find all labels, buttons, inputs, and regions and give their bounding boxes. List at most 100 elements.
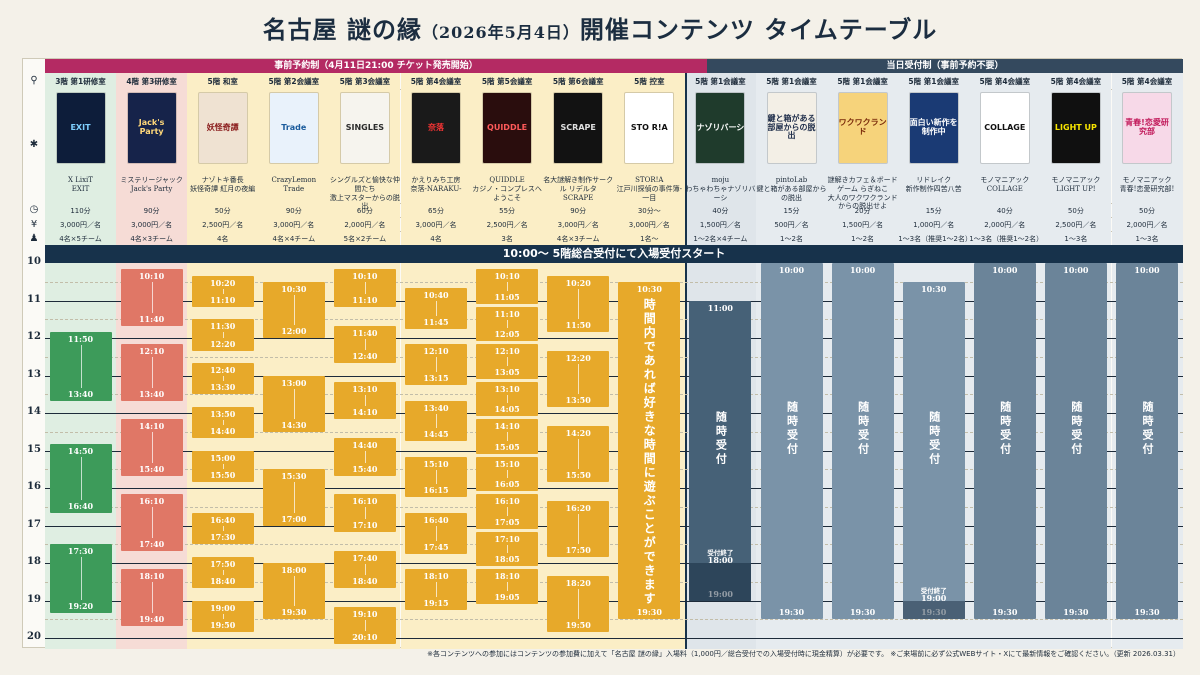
poster-image[interactable]: STO R!A [625, 93, 674, 163]
time-slot[interactable]: 14:50 16:40 [49, 444, 112, 513]
poster-image[interactable]: ナゾリバーシ [696, 93, 745, 163]
time-slot[interactable]: 11:30 12:20 [191, 319, 254, 351]
slot-end-time: 16:05 [494, 479, 520, 490]
content-name: 鍵と箱がある部屋からの脱出 [756, 184, 827, 202]
slot-end-time: 14:10 [352, 407, 378, 418]
time-slot[interactable]: 16:10 17:05 [476, 494, 539, 529]
time-slot[interactable]: 16:10 17:10 [333, 494, 396, 532]
time-slot[interactable]: 10:10 11:10 [333, 269, 396, 307]
walkin-slot[interactable]: 10:30 随時受付 19:30 受付終了 19:00 [902, 281, 965, 620]
time-slot[interactable]: 19:00 19:50 [191, 600, 254, 632]
close-label: 受付終了 [920, 586, 947, 595]
time-slot[interactable]: 16:40 17:45 [405, 513, 467, 554]
slot-end-time: 19:20 [67, 601, 94, 611]
poster-image[interactable]: COLLAGE [980, 93, 1029, 163]
time-slot[interactable]: 10:20 11:50 [547, 275, 610, 332]
time-slot[interactable]: 13:10 14:05 [476, 381, 539, 417]
time-slot[interactable]: 11:40 12:40 [333, 325, 396, 363]
room-label: 5階 第4会議室 [1050, 77, 1102, 86]
time-slot[interactable]: 16:40 17:30 [191, 513, 254, 545]
time-slot[interactable]: 12:20 13:50 [547, 350, 610, 407]
time-slot[interactable]: 15:00 15:50 [191, 450, 254, 482]
time-slot[interactable]: 12:10 13:15 [405, 344, 467, 385]
time-slot[interactable]: 10:10 11:40 [120, 269, 183, 326]
free-play-slot[interactable]: 10:30 時間内であれば好きな時間に遊ぶことができます 19:30 [618, 281, 681, 620]
walkin-slot[interactable]: 10:00 随時受付 19:30 [973, 263, 1036, 620]
content-organizer: pintoLab [775, 176, 808, 184]
slot-end-time: 13:30 [210, 382, 236, 393]
poster-image[interactable]: 面白い新作を制作中 [909, 93, 958, 163]
walkin-slot[interactable]: 10:00 随時受付 19:30 [760, 263, 823, 620]
time-slot[interactable]: 14:20 15:50 [547, 425, 610, 482]
price-text: 2,500円／名 [486, 221, 528, 229]
time-slot[interactable]: 18:10 19:15 [405, 569, 467, 610]
puzzle-icon: ✱ [29, 139, 39, 150]
slot-start-time: 10:00 [778, 265, 805, 275]
time-slot[interactable]: 10:40 11:45 [405, 288, 467, 329]
poster-image[interactable]: SCRAPE [554, 93, 603, 163]
poster-image[interactable]: Trade [269, 93, 318, 163]
poster-image[interactable]: LIGHT UP [1051, 93, 1100, 163]
slot-connector [151, 357, 153, 388]
footnote: ※各コンテンツへの参加にはコンテンツの参加費に加えて「名古屋 謎の縁」入場料（1… [427, 650, 1180, 658]
time-slot[interactable]: 16:10 17:40 [120, 494, 183, 551]
poster-image[interactable]: 妖怪奇譚 [198, 93, 247, 163]
time-slot[interactable]: 17:30 19:20 [49, 544, 112, 613]
time-slot[interactable]: 15:10 16:15 [405, 456, 467, 498]
walkin-slot[interactable]: 10:00 随時受付 19:30 [831, 263, 894, 620]
time-slot[interactable]: 13:00 14:30 [262, 375, 325, 432]
time-slot[interactable]: 17:10 18:05 [476, 531, 539, 567]
time-slot[interactable]: 12:40 13:30 [191, 363, 254, 395]
time-slot[interactable]: 15:30 17:00 [262, 469, 325, 526]
time-slot[interactable]: 14:10 15:40 [120, 419, 183, 476]
time-slot[interactable]: 13:40 14:45 [405, 400, 467, 442]
time-slot[interactable]: 18:00 19:30 [262, 563, 325, 620]
poster-image[interactable]: 鍵と箱がある部屋からの脱出 [767, 93, 816, 163]
time-slot[interactable]: 12:10 13:40 [120, 344, 183, 401]
time-slot[interactable]: 15:10 16:05 [476, 456, 539, 492]
poster-image[interactable]: SINGLES [340, 93, 389, 163]
poster-image[interactable]: ワクワクランド [838, 93, 887, 163]
time-slot[interactable]: 18:10 19:05 [476, 569, 539, 604]
time-slot[interactable]: 14:40 15:40 [333, 438, 396, 476]
slot-start-time: 13:40 [423, 402, 449, 413]
slot-start-time: 11:30 [210, 321, 236, 332]
poster-image[interactable]: EXIT [56, 93, 105, 163]
hour-label: 16 [27, 481, 41, 492]
time-slot[interactable]: 16:20 17:50 [547, 500, 610, 557]
hour-label: 17 [27, 518, 41, 530]
time-slot[interactable]: 10:20 11:10 [191, 275, 254, 307]
slot-end-time: 17:30 [210, 532, 236, 543]
slot-connector [578, 363, 580, 394]
poster-image[interactable]: 青春!恋愛研究部 [1123, 93, 1171, 163]
time-slot[interactable]: 18:10 19:40 [120, 569, 183, 626]
time-slot[interactable]: 19:10 20:10 [333, 606, 396, 645]
time-slot[interactable]: 11:50 13:40 [49, 331, 112, 401]
hour-line [45, 488, 1183, 489]
poster-image[interactable]: Jack's Party [127, 93, 176, 163]
poster-image[interactable]: QUIDDLE [483, 93, 532, 163]
time-slot[interactable]: 13:50 14:40 [191, 406, 254, 438]
column-background [258, 73, 330, 649]
slot-end-time: 11:05 [494, 291, 520, 302]
slot-start-time: 10:00 [1063, 265, 1089, 275]
slot-connector [222, 569, 224, 575]
poster-image[interactable]: 奈落 [412, 93, 460, 163]
time-slot[interactable]: 18:20 19:50 [547, 575, 610, 632]
walkin-slot[interactable]: 10:00 随時受付 19:30 [1116, 263, 1178, 620]
walkin-slot[interactable]: 11:00 随時受付 19:00 受付終了 18:00 [689, 300, 752, 601]
time-slot[interactable]: 11:10 12:05 [476, 306, 539, 342]
content-name: 青春!恋愛研究部! [1119, 184, 1175, 193]
time-slot[interactable]: 10:10 11:05 [476, 269, 539, 304]
time-slot[interactable]: 10:30 12:00 [262, 281, 325, 338]
time-slot[interactable]: 17:40 18:40 [333, 550, 396, 588]
walkin-slot[interactable]: 10:00 随時受付 19:30 [1044, 263, 1107, 620]
slot-start-time: 12:10 [423, 346, 449, 357]
time-slot[interactable]: 14:10 15:05 [476, 419, 539, 454]
half-hour-line [45, 619, 1183, 621]
slot-connector [364, 619, 366, 632]
slot-end-time: 17:10 [352, 519, 378, 530]
time-slot[interactable]: 17:50 18:40 [191, 556, 254, 588]
time-slot[interactable]: 13:10 14:10 [333, 381, 396, 420]
time-slot[interactable]: 12:10 13:05 [476, 344, 539, 379]
